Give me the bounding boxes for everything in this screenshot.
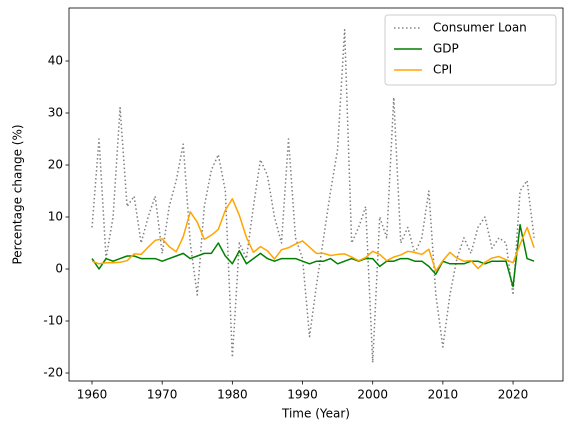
y-tick-label: 30 [48,105,63,119]
y-tick-label: 40 [48,53,63,67]
y-tick-label: -10 [43,313,63,327]
axes-frame [68,7,564,382]
line-series [91,198,535,272]
y-tick-label: 10 [48,209,63,223]
y-tick-label: 0 [55,261,63,275]
line-series [91,29,535,364]
x-axis-label: Time (Year) [281,407,350,421]
y-tick-label: -20 [43,365,63,379]
line-series [91,224,535,288]
x-tick-label: 2010 [428,388,459,402]
x-tick-label: 1990 [287,388,318,402]
y-axis-label: Percentage change (%) [11,124,25,264]
x-tick-label: 2000 [357,388,388,402]
x-tick-label: 2020 [498,388,529,402]
x-tick-label: 1970 [147,388,178,402]
legend-box [384,14,557,86]
x-tick-label: 1980 [217,388,248,402]
plot-area [91,29,535,364]
legend-label: CPI [433,63,452,77]
x-tick-label: 1960 [77,388,108,402]
y-tick-label: 20 [48,157,63,171]
legend-label: GDP [433,42,459,56]
legend-label: Consumer Loan [433,21,527,35]
